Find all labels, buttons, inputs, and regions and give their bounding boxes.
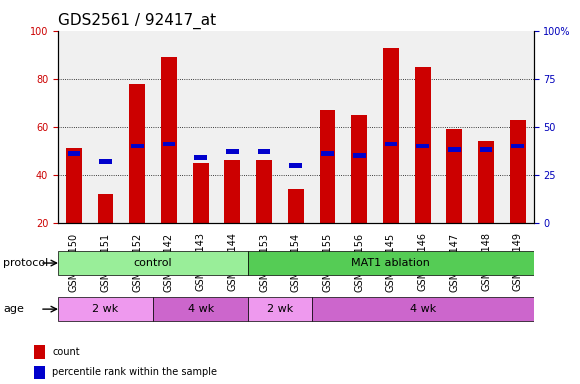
Bar bbox=[224, 161, 240, 223]
Bar bbox=[447, 129, 462, 223]
Text: MAT1 ablation: MAT1 ablation bbox=[351, 258, 430, 268]
Bar bbox=[512, 144, 524, 148]
Bar bbox=[383, 48, 399, 223]
FancyBboxPatch shape bbox=[153, 297, 248, 321]
FancyBboxPatch shape bbox=[58, 297, 153, 321]
FancyBboxPatch shape bbox=[58, 251, 248, 275]
Bar bbox=[131, 144, 144, 148]
Bar bbox=[385, 142, 397, 146]
Bar bbox=[67, 151, 80, 156]
Bar bbox=[353, 153, 365, 158]
Bar bbox=[129, 84, 145, 223]
Text: GDS2561 / 92417_at: GDS2561 / 92417_at bbox=[58, 13, 216, 29]
Text: percentile rank within the sample: percentile rank within the sample bbox=[52, 367, 218, 377]
Bar bbox=[415, 67, 430, 223]
Bar bbox=[97, 194, 114, 223]
Bar bbox=[288, 189, 304, 223]
FancyBboxPatch shape bbox=[248, 251, 534, 275]
Bar bbox=[289, 163, 302, 167]
Bar bbox=[320, 110, 335, 223]
Bar bbox=[448, 147, 461, 152]
Bar bbox=[351, 115, 367, 223]
Text: 2 wk: 2 wk bbox=[92, 304, 119, 314]
Text: 4 wk: 4 wk bbox=[187, 304, 214, 314]
Text: count: count bbox=[52, 347, 80, 357]
Bar bbox=[258, 149, 270, 154]
Bar bbox=[510, 119, 525, 223]
Bar bbox=[161, 57, 177, 223]
Bar bbox=[194, 155, 207, 160]
Bar bbox=[193, 163, 209, 223]
Bar bbox=[480, 147, 492, 152]
Text: 2 wk: 2 wk bbox=[267, 304, 293, 314]
Bar bbox=[226, 149, 239, 154]
Bar bbox=[321, 151, 334, 156]
FancyBboxPatch shape bbox=[311, 297, 534, 321]
Bar bbox=[478, 141, 494, 223]
Bar bbox=[416, 144, 429, 148]
FancyBboxPatch shape bbox=[248, 297, 311, 321]
Text: control: control bbox=[134, 258, 172, 268]
Text: protocol: protocol bbox=[3, 258, 48, 268]
Bar bbox=[162, 142, 175, 146]
Text: age: age bbox=[3, 304, 24, 314]
Bar bbox=[99, 159, 112, 164]
Bar bbox=[256, 161, 272, 223]
Bar bbox=[66, 148, 82, 223]
Bar bbox=[34, 345, 45, 359]
Text: 4 wk: 4 wk bbox=[409, 304, 436, 314]
Bar bbox=[34, 366, 45, 379]
